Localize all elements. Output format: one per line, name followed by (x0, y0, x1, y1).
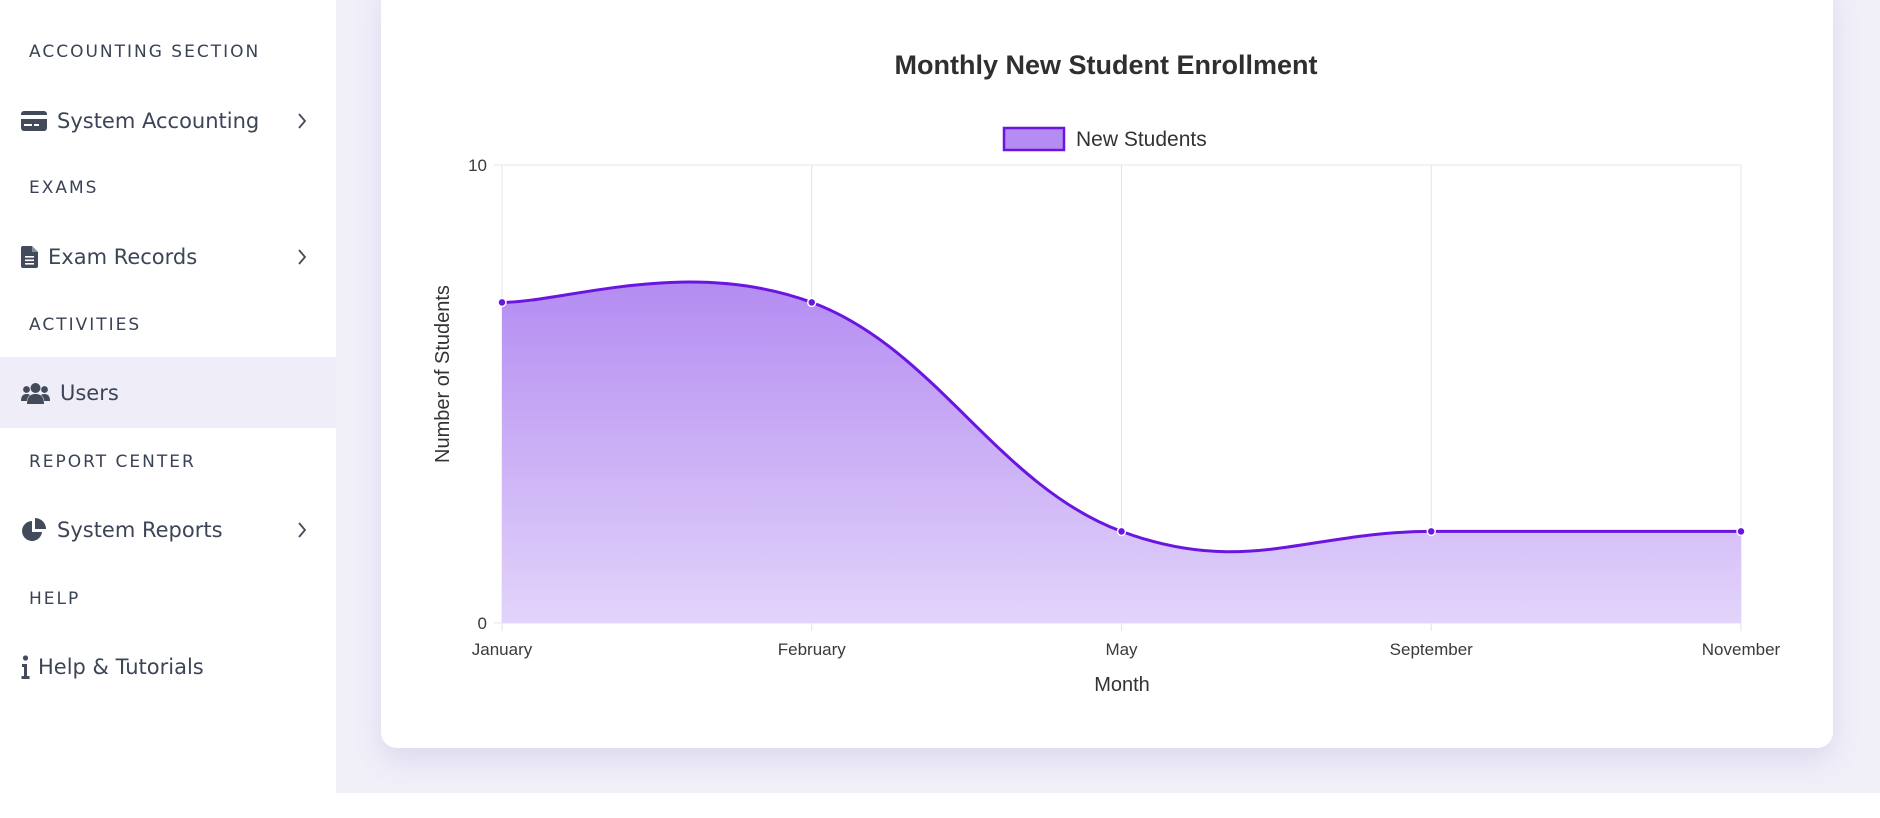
enrollment-chart: January February May September November 0 10 M… (432, 50, 1781, 696)
file-icon (21, 245, 38, 268)
x-tick-label: September (1390, 640, 1473, 659)
data-point[interactable] (1426, 526, 1436, 537)
chevron-right-icon (294, 248, 310, 265)
data-point[interactable] (497, 297, 507, 308)
section-title-activities: ACTIVITIES (29, 315, 142, 335)
data-point[interactable] (807, 297, 817, 308)
chevron-right-icon (294, 521, 310, 538)
x-tick-label: May (1105, 640, 1138, 659)
sidebar-item-label: Users (60, 380, 119, 405)
sidebar-item-help-tutorials[interactable]: Help & Tutorials (0, 631, 336, 702)
x-axis-title: Month (1094, 674, 1150, 696)
legend-label: New Students (1076, 128, 1207, 151)
sidebar-item-users[interactable]: Users (0, 357, 336, 428)
y-tick-label: 0 (478, 614, 487, 633)
sidebar: ACCOUNTING SECTION System Accounting EXA… (0, 0, 336, 818)
section-title-help: HELP (29, 589, 81, 609)
series-line (501, 280, 1741, 554)
x-tick-label: January (472, 640, 533, 659)
sidebar-item-label: Help & Tutorials (38, 654, 204, 679)
info-icon (21, 654, 30, 679)
section-title-accounting: ACCOUNTING SECTION (29, 42, 261, 62)
chart-title: Monthly New Student Enrollment (895, 50, 1318, 80)
sidebar-item-label: System Reports (57, 517, 223, 542)
data-point[interactable] (1736, 526, 1746, 537)
area-fill (502, 282, 1741, 623)
pie-chart-icon (21, 517, 47, 542)
x-tick-label: February (778, 640, 847, 659)
sidebar-item-label: System Accounting (57, 108, 260, 133)
x-tick-label: November (1702, 640, 1781, 659)
users-icon (21, 382, 50, 404)
chart-card: January February May September November 0 10 M… (381, 0, 1833, 748)
sidebar-item-label: Exam Records (48, 244, 198, 269)
section-title-report-center: REPORT CENTER (29, 452, 196, 472)
y-tick-label: 10 (468, 156, 487, 175)
sidebar-item-exam-records[interactable]: Exam Records (0, 221, 336, 292)
credit-card-icon (21, 110, 47, 131)
section-title-exams: EXAMS (29, 178, 99, 198)
chevron-right-icon (294, 112, 310, 129)
y-axis-title: Number of Students (432, 285, 454, 463)
chart-legend[interactable]: New Students (1002, 126, 1207, 152)
sidebar-item-system-accounting[interactable]: System Accounting (0, 85, 336, 156)
legend-swatch (1002, 126, 1066, 152)
sidebar-item-system-reports[interactable]: System Reports (0, 494, 336, 565)
data-point[interactable] (1116, 526, 1127, 537)
